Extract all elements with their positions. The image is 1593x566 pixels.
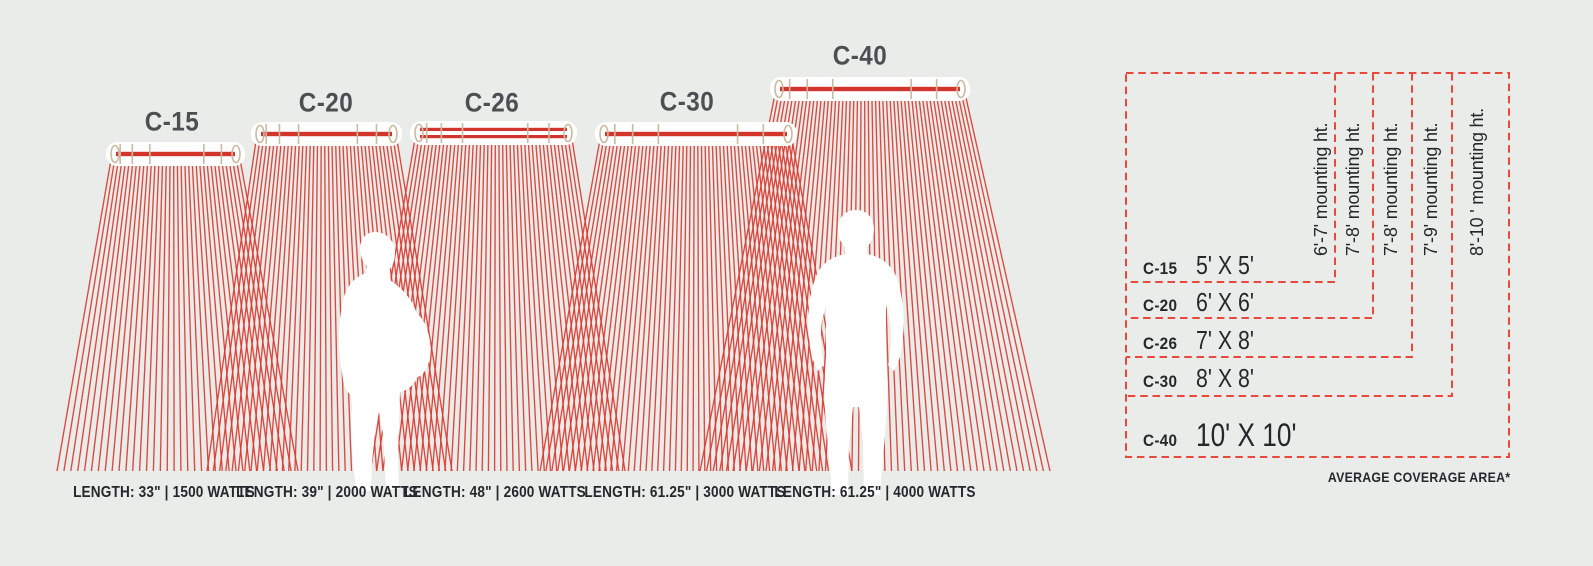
heater-fixture-c-30 [595, 122, 797, 146]
mounting-height-label: 8'-10 ' mounting ht. [1467, 108, 1487, 256]
person-silhouette-small [339, 232, 431, 491]
heater-fixture-c-15 [106, 142, 245, 166]
heater-model-label: C-26 [464, 87, 520, 118]
coverage-row-model: C-30 [1143, 372, 1178, 391]
coverage-area-boxes [1125, 72, 1510, 458]
heater-spec-label: LENGTH: 33" | 1500 WATTS [73, 484, 255, 501]
coverage-row-model: C-15 [1143, 259, 1178, 278]
coverage-row: C-40 10' X 10' [1143, 417, 1319, 454]
heat-ray-fan-c-30 [539, 133, 853, 472]
heater-spec-label: LENGTH: 48" | 2600 WATTS [404, 484, 586, 501]
coverage-row-size: 10' X 10' [1196, 417, 1297, 453]
coverage-row: C-26 7' X 8' [1143, 325, 1267, 356]
heat-ray-fan-c-20 [206, 133, 453, 472]
coverage-box-c-30 [1126, 73, 1453, 397]
mounting-height-label: 7'-9' mounting ht. [1421, 122, 1441, 256]
heater-model-label: C-40 [832, 40, 888, 71]
heater-spec-label: LENGTH: 61.25" | 4000 WATTS [774, 484, 976, 501]
coverage-row-model: C-40 [1143, 431, 1178, 450]
coverage-row-size: 5' X 5' [1196, 250, 1254, 280]
mounting-height-label: 6'-7' mounting ht. [1311, 122, 1331, 256]
heater-model-label: C-30 [659, 86, 715, 117]
heater-model-label: C-20 [298, 87, 354, 118]
coverage-box-c-40 [1125, 72, 1510, 458]
coverage-box-c-26 [1126, 73, 1413, 358]
coverage-box-c-20 [1126, 73, 1374, 319]
mounting-height-label: 7'-8' mounting ht. [1343, 122, 1363, 256]
heater-model-label: C-15 [144, 106, 200, 137]
coverage-box-c-15 [1126, 73, 1336, 283]
heater-fixture-c-26 [410, 121, 577, 145]
heater-spec-label: LENGTH: 61.25" | 3000 WATTS [584, 484, 786, 501]
coverage-row-size: 7' X 8' [1196, 325, 1254, 355]
coverage-row-model: C-26 [1143, 334, 1178, 353]
coverage-row-size: 6' X 6' [1196, 287, 1254, 317]
coverage-table-footnote: AVERAGE COVERAGE AREA* [1327, 469, 1510, 485]
heater-spec-label: LENGTH: 39" | 2000 WATTS [236, 484, 418, 501]
person-silhouette-large [808, 210, 904, 495]
coverage-row: C-20 6' X 6' [1143, 287, 1267, 318]
heater-fixture-c-40 [770, 77, 970, 101]
coverage-row: C-30 8' X 8' [1143, 363, 1267, 394]
heater-fixture-c-20 [251, 122, 402, 146]
mounting-height-label: 7'-8' mounting ht. [1381, 122, 1401, 256]
coverage-row: C-15 5' X 5' [1143, 250, 1267, 281]
coverage-row-model: C-20 [1143, 296, 1178, 315]
coverage-row-size: 8' X 8' [1196, 363, 1254, 393]
